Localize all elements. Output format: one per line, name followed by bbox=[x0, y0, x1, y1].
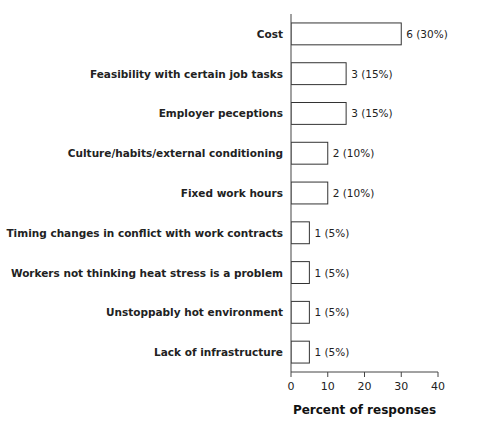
bar bbox=[291, 222, 309, 244]
x-tick bbox=[401, 372, 402, 377]
bar bbox=[291, 63, 346, 85]
bar bbox=[291, 341, 309, 363]
y-tick-label: Cost bbox=[257, 28, 283, 40]
y-axis-line bbox=[291, 14, 292, 372]
y-tick-label: Lack of infrastructure bbox=[154, 346, 283, 358]
data-label: 3 (15%) bbox=[351, 107, 393, 119]
x-tick-label: 0 bbox=[288, 380, 295, 393]
y-tick-labels: Lack of infrastructure Unstoppably hot en… bbox=[6, 28, 283, 358]
x-tick bbox=[291, 372, 292, 377]
x-tick-label: 20 bbox=[358, 380, 372, 393]
x-tick-label: 40 bbox=[431, 380, 445, 393]
data-label: 1 (5%) bbox=[314, 346, 349, 358]
data-label: 2 (10%) bbox=[333, 187, 375, 199]
bar bbox=[291, 182, 328, 204]
data-label: 1 (5%) bbox=[314, 306, 349, 318]
y-tick-label: Unstoppably hot environment bbox=[106, 306, 283, 318]
chart: Lack of infrastructure Unstoppably hot en… bbox=[0, 0, 500, 424]
data-label: 3 (15%) bbox=[351, 68, 393, 80]
x-tick bbox=[364, 372, 365, 377]
bars bbox=[291, 23, 401, 363]
y-tick-label: Workers not thinking heat stress is a pr… bbox=[11, 267, 283, 279]
bar bbox=[291, 23, 401, 45]
data-labels: 1 (5%) 1 (5%) 1 (5%) 1 (5%) 2 (10%) 2 (10%) 3 … bbox=[314, 28, 447, 358]
bar bbox=[291, 262, 309, 284]
data-label: 1 (5%) bbox=[314, 227, 349, 239]
data-label: 2 (10%) bbox=[333, 147, 375, 159]
bar bbox=[291, 301, 309, 323]
x-tick bbox=[327, 372, 328, 377]
y-tick-label: Feasibility with certain job tasks bbox=[90, 68, 283, 80]
y-tick-label: Timing changes in conflict with work con… bbox=[6, 227, 283, 239]
x-tick-label: 30 bbox=[394, 380, 408, 393]
data-label: 6 (30%) bbox=[406, 28, 448, 40]
x-tick bbox=[438, 372, 439, 377]
axes: 0 10 20 30 40 bbox=[288, 14, 446, 393]
bar bbox=[291, 142, 328, 164]
x-tick-label: 10 bbox=[321, 380, 335, 393]
data-label: 1 (5%) bbox=[314, 267, 349, 279]
x-axis-label: Percent of responses bbox=[293, 403, 436, 417]
bar bbox=[291, 103, 346, 125]
y-tick-label: Culture/habits/external conditioning bbox=[68, 147, 283, 159]
y-tick-label: Fixed work hours bbox=[181, 187, 283, 199]
y-tick-label: Employer peceptions bbox=[159, 107, 283, 119]
